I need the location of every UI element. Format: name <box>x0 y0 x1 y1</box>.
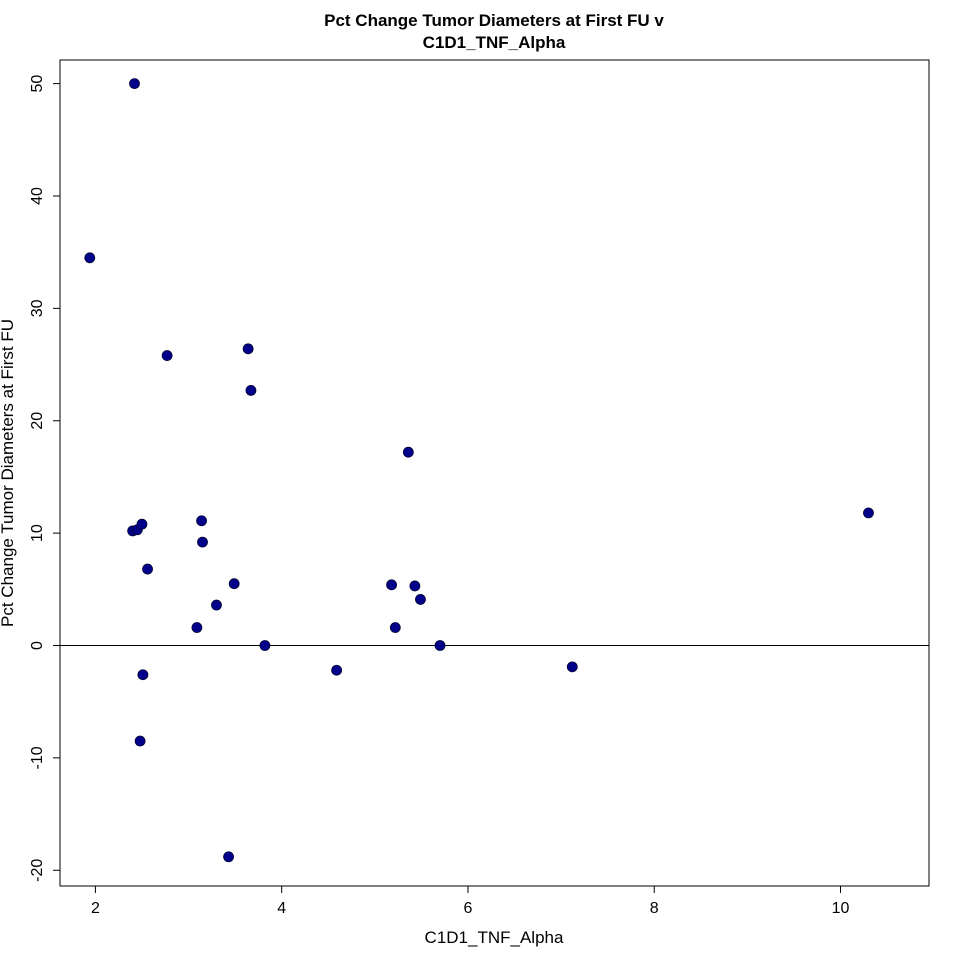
data-point <box>331 664 343 676</box>
chart-title-line-2: C1D1_TNF_Alpha <box>423 33 566 52</box>
x-tick-label: 8 <box>650 900 659 917</box>
y-tick-label: 40 <box>29 187 46 205</box>
data-point <box>228 578 240 590</box>
y-tick-label: 30 <box>29 299 46 317</box>
x-tick-label: 4 <box>277 900 286 917</box>
y-tick-label: 10 <box>29 524 46 542</box>
data-point <box>389 622 401 633</box>
data-point <box>84 252 96 264</box>
data-point <box>137 669 149 681</box>
x-axis-label: C1D1_TNF_Alpha <box>425 928 564 947</box>
data-point <box>197 536 208 548</box>
data-point <box>136 518 148 530</box>
x-tick-label: 2 <box>91 900 100 917</box>
data-point <box>415 594 426 605</box>
data-point <box>259 640 271 651</box>
plot-frame <box>59 59 930 887</box>
x-tick-label: 10 <box>832 900 850 917</box>
data-point <box>161 350 173 361</box>
data-point <box>196 515 207 527</box>
y-tick-label: 0 <box>29 641 46 650</box>
data-point <box>211 599 222 611</box>
data-point <box>245 384 257 396</box>
y-tick-label: 50 <box>29 75 46 93</box>
data-point <box>223 851 234 863</box>
y-axis-ticks: -20 -10 0 10 20 30 40 50 <box>29 75 60 882</box>
data-point <box>191 622 203 633</box>
data-point <box>242 343 254 355</box>
y-tick-label: 20 <box>29 412 46 430</box>
data-point <box>134 735 146 747</box>
chart-title-line-1: Pct Change Tumor Diameters at First FU v <box>324 11 664 30</box>
data-point <box>863 507 874 519</box>
data-point <box>402 446 414 458</box>
x-axis-ticks: 2 4 6 8 10 <box>91 886 850 917</box>
data-point <box>434 640 446 651</box>
y-tick-label: -10 <box>29 746 46 769</box>
data-point <box>129 78 140 89</box>
data-point <box>142 563 153 575</box>
y-tick-label: -20 <box>29 859 46 882</box>
data-point <box>566 661 578 673</box>
data-point <box>386 579 397 591</box>
data-point <box>409 580 421 592</box>
x-tick-label: 6 <box>464 900 473 917</box>
data-points <box>84 78 874 863</box>
y-axis-label: Pct Change Tumor Diameters at First FU <box>0 319 17 627</box>
